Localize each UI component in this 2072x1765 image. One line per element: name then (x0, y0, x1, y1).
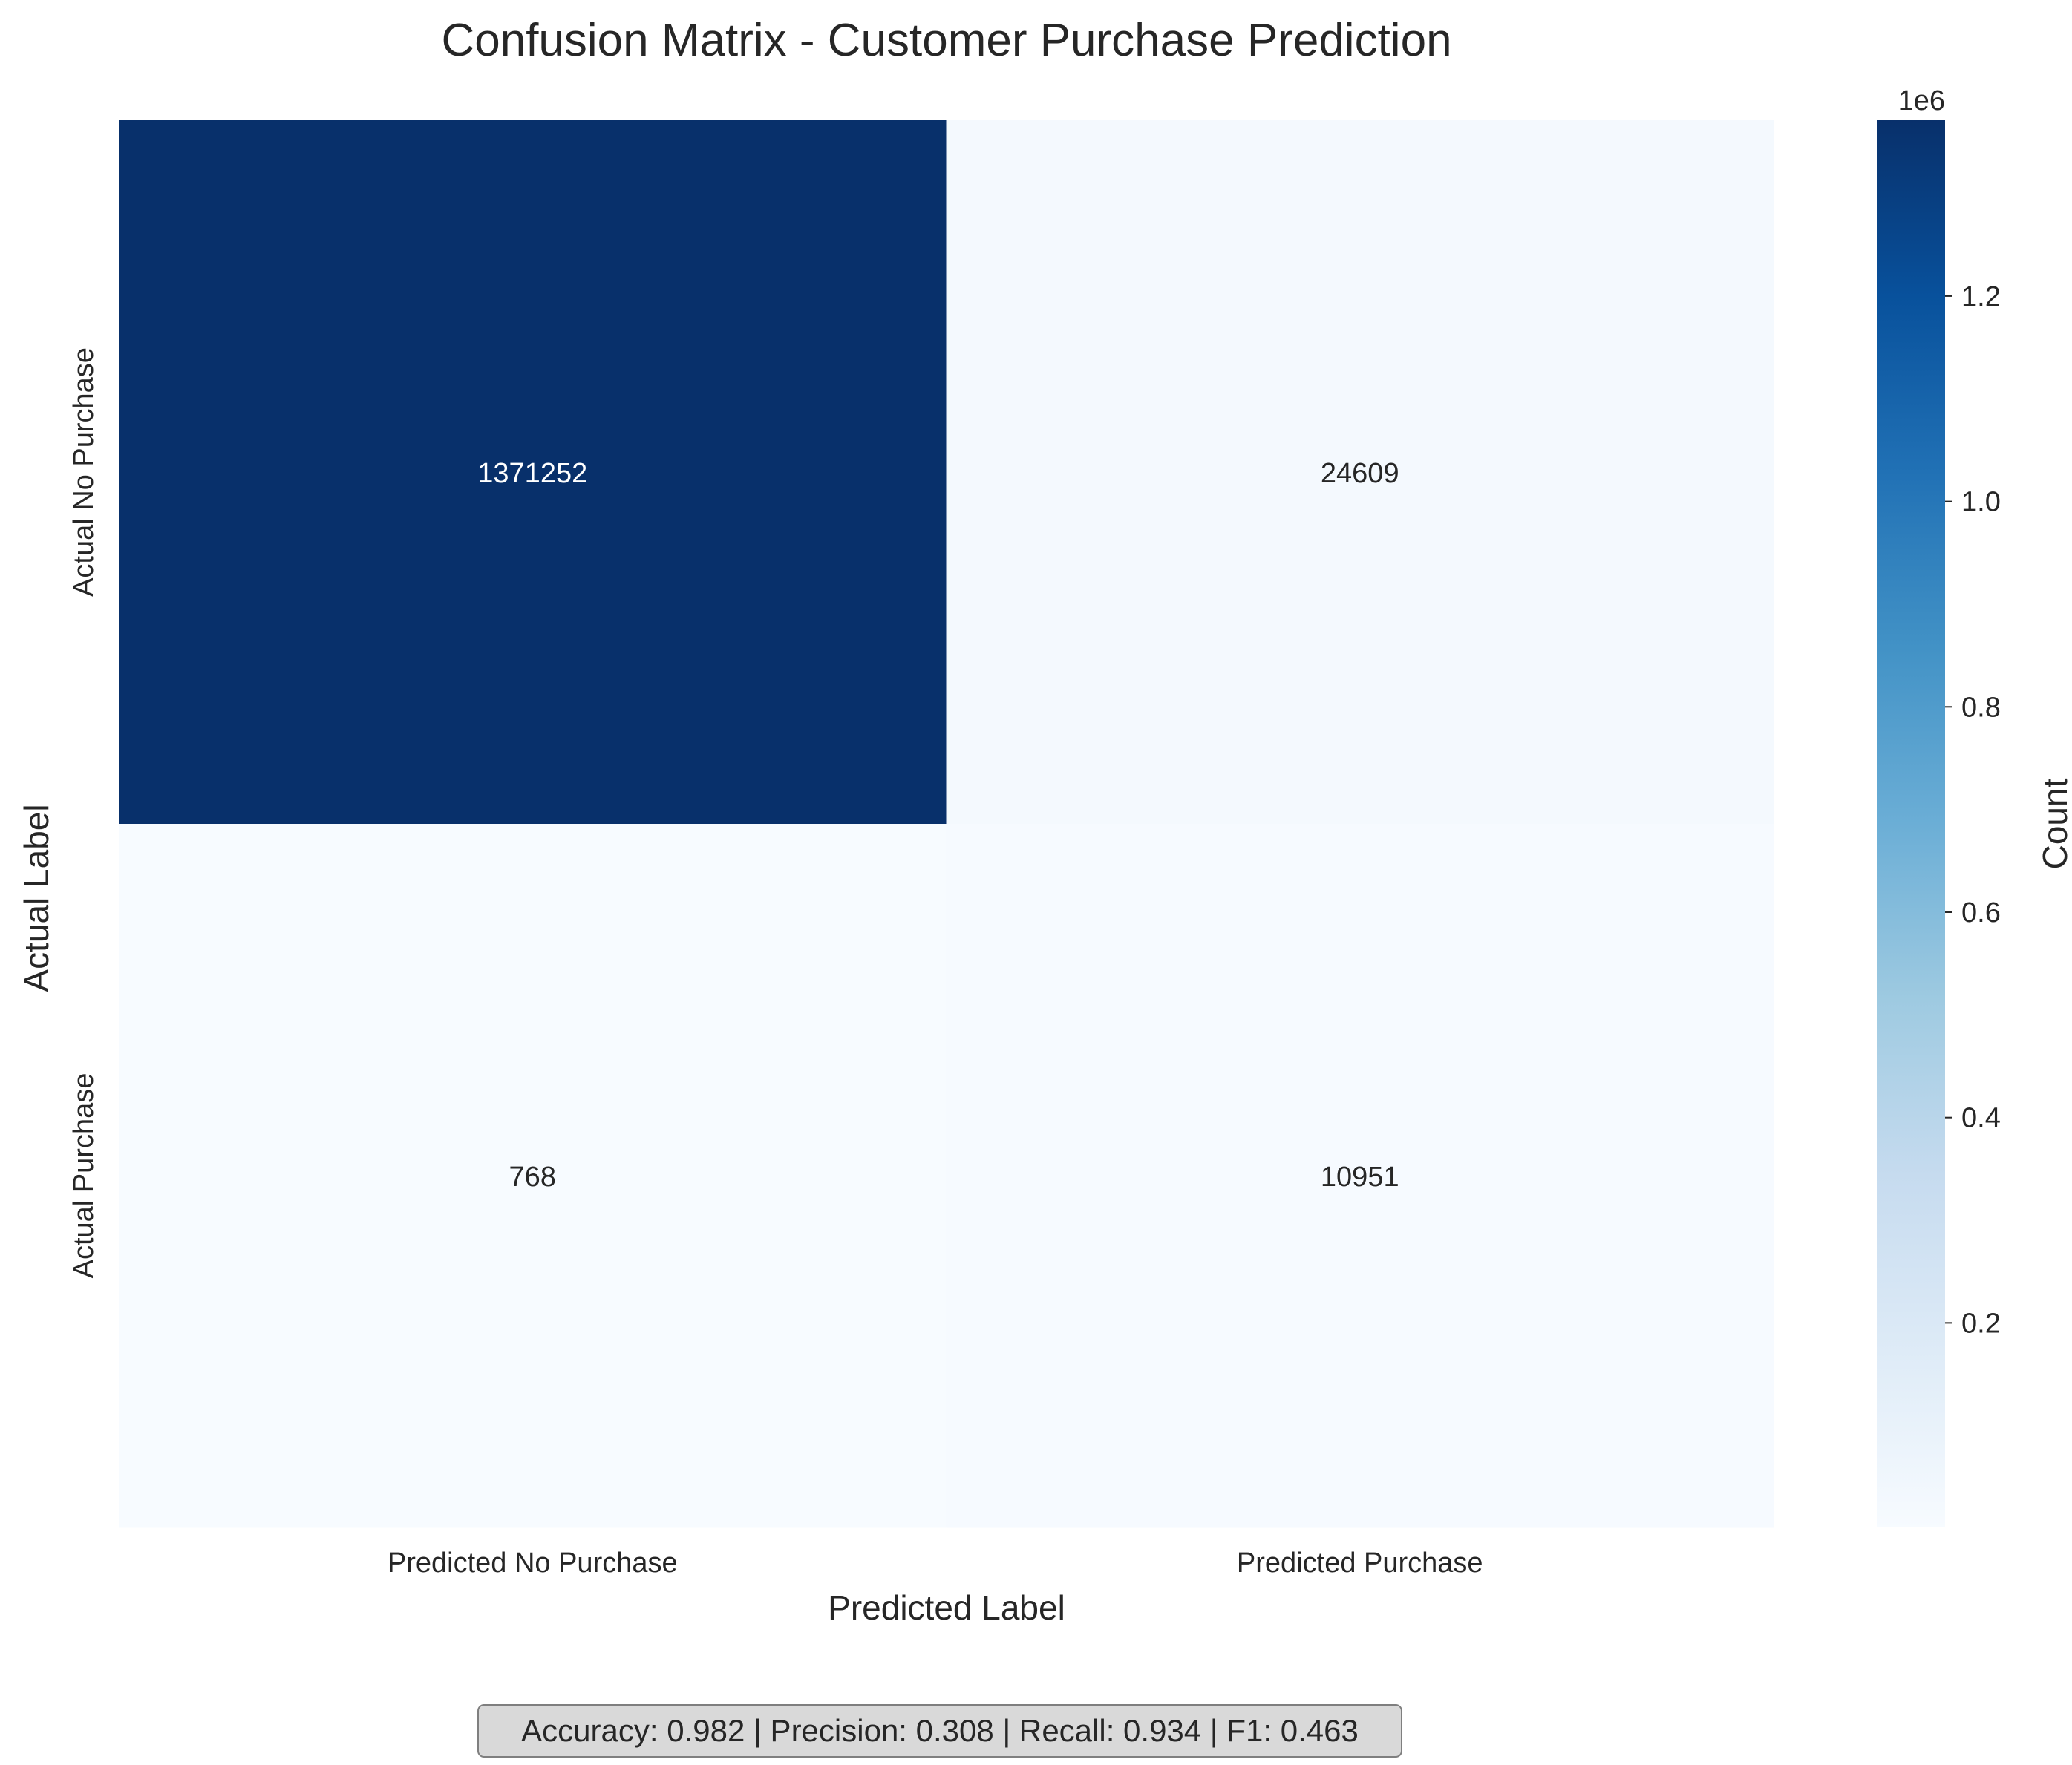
colorbar-tick-label: 0.8 (1961, 692, 2001, 723)
colorbar-offset-text: 1e6 (1898, 85, 1945, 117)
colorbar-tick-label: 1.0 (1961, 487, 2001, 518)
colorbar (1877, 120, 1945, 1527)
colorbar-label: Count (2036, 778, 2072, 869)
heatmap-cell-actual-purchase-predicted-purchase (946, 824, 1774, 1528)
metrics-box (477, 1704, 1402, 1758)
y-tick-label: Actual No Purchase (68, 347, 99, 597)
heatmap-cell-actual-no-purchase-predicted-no-purchase (119, 120, 947, 825)
cell-value-label: 10951 (1321, 1162, 1399, 1193)
metrics-text: Accuracy: 0.982 | Precision: 0.308 | Rec… (521, 1713, 1359, 1748)
y-tick-labels: Actual No Purchase Actual Purchase (68, 347, 99, 1278)
y-axis-title: Actual Label (17, 804, 56, 992)
x-axis-title: Predicted Label (828, 1588, 1065, 1627)
heatmap-cell-actual-purchase-predicted-no-purchase (119, 824, 947, 1528)
colorbar-tick-label: 1.2 (1961, 281, 2001, 312)
colorbar-tick-label: 0.6 (1961, 897, 2001, 929)
colorbar-tick-label: 0.2 (1961, 1308, 2001, 1339)
y-tick-label: Actual Purchase (68, 1073, 99, 1279)
heatmap-cell-actual-no-purchase-predicted-purchase (946, 120, 1774, 825)
heatmap-cell-labels: 1371252 24609 768 10951 (477, 458, 1399, 1193)
colorbar-ticks: 0.2 0.4 0.6 0.8 1.0 1.2 (1945, 281, 2001, 1339)
x-tick-label: Predicted No Purchase (388, 1548, 678, 1579)
chart-title: Confusion Matrix - Customer Purchase Pre… (441, 15, 1451, 66)
heatmap-cells (119, 120, 1774, 1528)
cell-value-label: 1371252 (477, 458, 587, 489)
x-tick-labels: Predicted No Purchase Predicted Purchase (388, 1548, 1483, 1579)
cell-value-label: 768 (509, 1162, 556, 1193)
colorbar-tick-label: 0.4 (1961, 1103, 2001, 1134)
cell-value-label: 24609 (1321, 458, 1399, 489)
x-tick-label: Predicted Purchase (1237, 1548, 1483, 1579)
